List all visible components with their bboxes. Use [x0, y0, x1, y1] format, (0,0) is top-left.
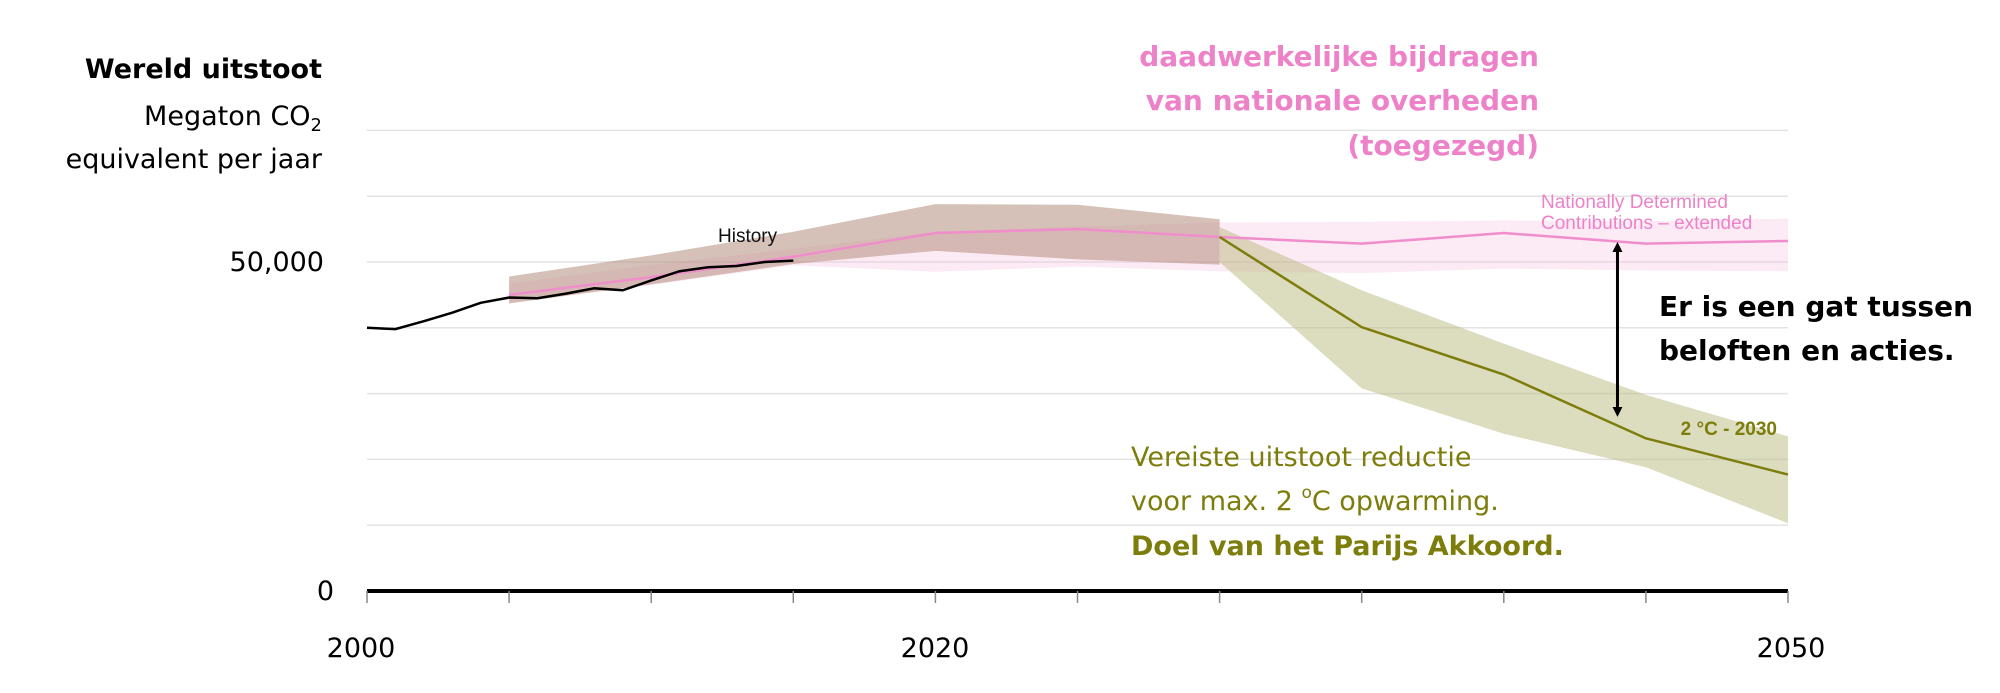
olive-annotation-line1: Vereiste uitstoot reductie — [1131, 442, 1471, 473]
y-tick-label: 50,000 — [230, 247, 324, 278]
history-label: History — [718, 226, 778, 247]
two-degree-line — [1218, 235, 1789, 476]
history-line — [366, 259, 794, 331]
x-tick-label: 2020 — [901, 633, 970, 664]
pink-annotation-line1: daadwerkelijke bijdragen — [1139, 40, 1539, 73]
ndc-label-line1: Nationally Determined — [1541, 192, 1728, 213]
series-lines — [366, 227, 1789, 476]
gap-annotation-line2: beloften en acties. — [1659, 334, 1955, 367]
olive-annotation-line3: Doel van het Parijs Akkoord. — [1131, 531, 1564, 562]
uncertainty-bands — [509, 204, 1789, 524]
y-axis-title: Wereld uitstoot — [85, 54, 322, 85]
x-tick-label: 2050 — [1757, 633, 1826, 664]
ndc-label-line2: Contributions – extended — [1541, 213, 1752, 234]
y-axis-unit: Megaton CO2 — [144, 101, 322, 136]
x-minor-ticks — [366, 591, 1789, 603]
y-axis-unit-line2: equivalent per jaar — [66, 144, 323, 175]
two-degree-label: 2 °C - 2030 — [1681, 419, 1777, 440]
pink-annotation-line3: (toegezegd) — [1347, 129, 1539, 162]
olive-annotation-line2: voor max. 2 oC opwarming. — [1131, 483, 1499, 517]
y-tick-label: 0 — [317, 576, 334, 607]
pink-annotation-line2: van nationale overheden — [1146, 84, 1539, 117]
gap-annotation-line1: Er is een gat tussen — [1659, 290, 1973, 323]
y-gridlines — [367, 129, 1788, 526]
x-tick-label: 2000 — [327, 633, 396, 664]
